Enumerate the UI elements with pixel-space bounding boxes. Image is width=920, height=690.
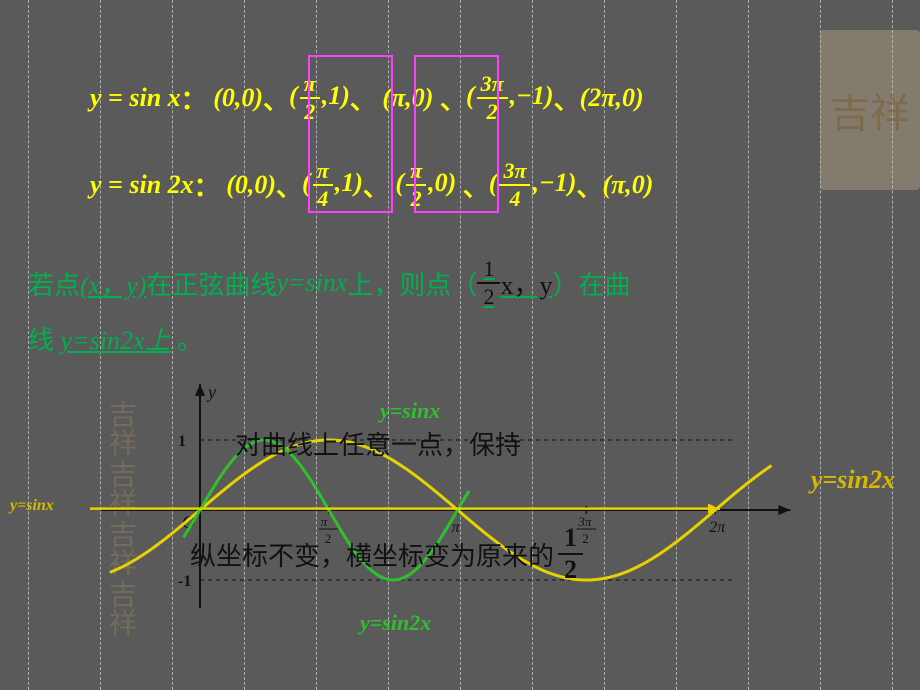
label-sin2x-right: y=sin2x	[811, 465, 895, 495]
overlay2a: 纵坐标不变，横坐标变为原来的	[190, 536, 554, 573]
svg-text:1: 1	[178, 433, 186, 450]
svg-text:y: y	[206, 382, 216, 402]
txt-g: ）在曲	[552, 265, 630, 302]
txt-h: 线	[28, 326, 54, 355]
overlay-half: 12	[558, 525, 583, 583]
svg-text:2: 2	[582, 531, 589, 546]
overlay-text-1: 对曲线上任意一点，保持	[235, 425, 521, 462]
slide-content: y = sin x ： (0,0)、 (π2,1)、 (π,0) 、 (3π2,…	[0, 0, 920, 690]
pt2-00: (0,0)	[226, 170, 276, 200]
txt-a: 若点	[28, 265, 80, 302]
sentence-line-2: 线 y=sin2x上 。	[28, 320, 203, 357]
sep2: ：	[194, 167, 220, 204]
txt-j: 。	[177, 326, 203, 355]
label-sin2x-bottom: y=sin2x	[360, 610, 431, 636]
sentence-line-1: 若点 (x，y) 在正弦曲线 y=sinx 上，则点（ 12 x，y ）在曲	[28, 258, 630, 308]
label-sinx-top: y=sinx	[380, 398, 440, 424]
svg-text:2π: 2π	[709, 519, 726, 536]
txt-d: y=sinx	[276, 268, 347, 298]
pt-2pi-0: (2π,0)	[580, 83, 644, 113]
label-sinx-left: y=sinx	[10, 497, 54, 515]
txt-i: y=sin2x上	[61, 326, 171, 355]
highlight-box-1	[308, 55, 393, 213]
pt2-pi-0: (π,0)	[602, 170, 653, 200]
func-label-2: y = sin 2x	[90, 170, 194, 200]
sine-chart: yO1-1π2π3π22π y=sinx y=sin2x 对曲线上任意一点，保持…	[30, 370, 890, 670]
highlight-box-2	[414, 55, 499, 213]
txt-f: 12 x，y	[477, 258, 552, 308]
txt-e: 上，则点（	[347, 265, 477, 302]
chart-svg: yO1-1π2π3π22π	[30, 370, 890, 670]
txt-c: 在正弦曲线	[146, 265, 276, 302]
pt2-3pi4-m1: (3π4,−1)	[489, 160, 577, 210]
pt-00: (0,0)	[213, 83, 263, 113]
func-label-1: y = sin x	[90, 83, 181, 113]
overlay-text-2: 纵坐标不变，横坐标变为原来的 12	[190, 525, 583, 583]
txt-b: (x，y)	[80, 265, 146, 302]
sep: ：	[181, 80, 207, 117]
